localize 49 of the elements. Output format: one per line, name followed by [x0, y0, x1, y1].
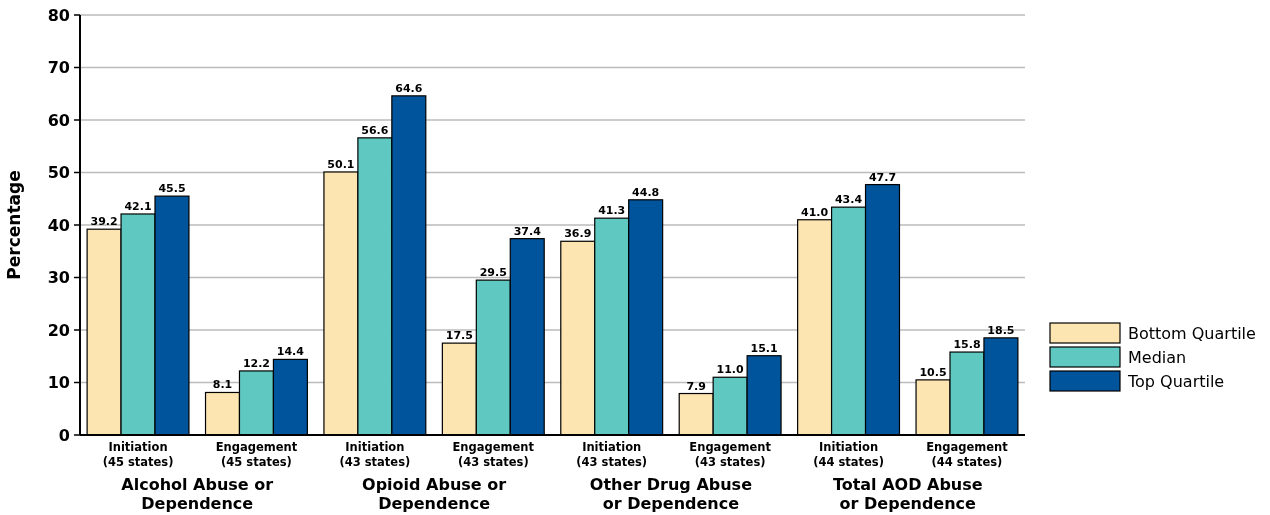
- text: 14.4: [276, 345, 304, 359]
- x-tick-label: Initiation (44 states): [813, 440, 884, 469]
- legend-label: Bottom Quartile: [1128, 323, 1256, 343]
- text: 15.8: [953, 338, 981, 352]
- text: Total AOD Abuse or Dependence: [832, 475, 983, 513]
- text: 37.4: [513, 224, 541, 238]
- y-tick-label: 70: [47, 58, 70, 78]
- y-tick-label: 0: [58, 425, 70, 445]
- y-tick-label: 20: [47, 320, 70, 340]
- x-tick-label: Engagement (43 states): [689, 440, 772, 469]
- x-tick-label: Engagement (43 states): [452, 440, 535, 469]
- x-tick-label: Engagement (45 states): [215, 440, 298, 469]
- text: 44.8: [632, 185, 660, 199]
- text: 50.1: [327, 157, 355, 171]
- x-tick-label: Initiation (43 states): [576, 440, 648, 469]
- text: Other Drug Abuse or Dependence: [589, 475, 753, 513]
- y-tick-label: 80: [47, 5, 70, 25]
- x-tick-label: Engagement (44 states): [926, 440, 1009, 469]
- legend-label: Top Quartile: [1127, 371, 1225, 391]
- text: 47.7: [868, 170, 897, 184]
- text: 41.0: [801, 205, 829, 219]
- text: 45.5: [158, 182, 186, 196]
- text: 43.4: [834, 193, 863, 207]
- text: 41.3: [598, 204, 626, 218]
- text: 17.5: [445, 329, 473, 343]
- y-tick-label: 50: [47, 163, 70, 183]
- text: 8.1: [212, 378, 233, 392]
- legend-label: Median: [1128, 347, 1187, 367]
- text: 29.5: [479, 266, 507, 280]
- x-tick-label: Initiation (45 states): [102, 440, 174, 469]
- y-tick-label: 60: [47, 110, 70, 130]
- text: 42.1: [124, 199, 152, 213]
- text: 10.5: [919, 365, 947, 379]
- y-axis-title: Percentage: [4, 170, 24, 280]
- text: Opioid Abuse or Dependence: [362, 475, 507, 513]
- text: 18.5: [987, 323, 1015, 337]
- y-tick-label: 30: [47, 268, 70, 288]
- text: 7.9: [686, 379, 706, 393]
- y-tick-label: 40: [47, 215, 70, 235]
- x-tick-label: Initiation (43 states): [339, 440, 411, 469]
- text: 64.6: [395, 81, 423, 95]
- text: 15.1: [750, 341, 778, 355]
- text: Alcohol Abuse or Dependence: [121, 475, 274, 513]
- y-tick-label: 10: [47, 373, 70, 393]
- text: 12.2: [242, 356, 271, 370]
- text: 11.0: [716, 363, 744, 377]
- text: 36.9: [564, 227, 592, 241]
- text: 39.2: [90, 215, 118, 229]
- text: 56.6: [361, 123, 389, 137]
